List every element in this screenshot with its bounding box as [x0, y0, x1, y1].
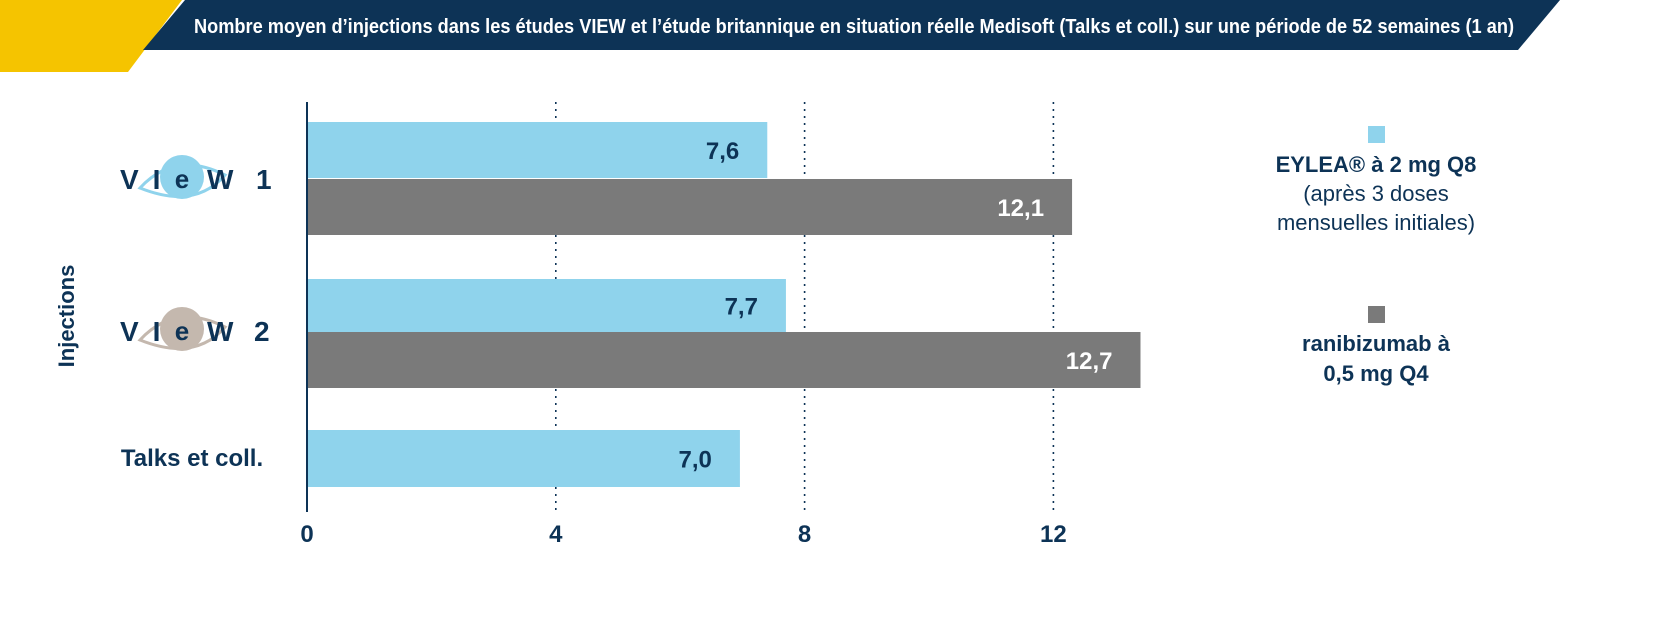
view1-letters-vi: VI	[120, 164, 174, 195]
chart-title: Nombre moyen d’injections dans les étude…	[194, 16, 1514, 38]
bar-s0-c0	[307, 122, 768, 178]
legend-eylea-title: EYLEA® à 2 mg Q8	[1276, 152, 1477, 177]
bar-label-s0-c1: 7,7	[725, 294, 758, 321]
legend-swatch-eylea	[1368, 126, 1385, 143]
view2-letters-vi: VI	[120, 316, 174, 347]
legend-eylea-sub-1: (après 3 doses	[1303, 181, 1449, 206]
bar-label-s0-c2: 7,0	[679, 447, 712, 474]
header-banner	[143, 0, 1560, 50]
view1-letter-w: W	[207, 164, 234, 195]
header-accent	[0, 0, 182, 72]
bar-label-s1-c1: 12,7	[1066, 348, 1113, 375]
category-view-2: VI e W 2	[120, 307, 270, 351]
view2-letter-w: W	[207, 316, 234, 347]
view2-number: 2	[254, 316, 270, 347]
bar-s0-c1	[307, 279, 786, 332]
legend-swatch-ranibizumab	[1368, 306, 1385, 323]
view1-number: 1	[256, 164, 272, 195]
bar-s1-c0	[307, 179, 1073, 235]
legend-ranibizumab-title-2: 0,5 mg Q4	[1323, 361, 1429, 386]
x-tick-label-12: 12	[1040, 521, 1067, 548]
bar-label-s1-c0: 12,1	[997, 195, 1044, 222]
category-talks-label: Talks et coll.	[121, 445, 263, 472]
y-axis-label: Injections	[54, 265, 79, 368]
x-tick-label-4: 4	[549, 521, 563, 548]
bar-label-s0-c0: 7,6	[706, 138, 739, 165]
view1-letter-e: e	[175, 164, 189, 194]
bar-s0-c2	[307, 430, 740, 487]
x-tick-label-0: 0	[300, 521, 313, 548]
legend-eylea-sub-2: mensuelles initiales)	[1277, 210, 1475, 235]
bar-s1-c1	[307, 332, 1141, 388]
legend: EYLEA® à 2 mg Q8 (après 3 doses mensuell…	[1276, 126, 1477, 386]
legend-ranibizumab-title-1: ranibizumab à	[1302, 331, 1451, 356]
category-view-1: VI e W 1	[120, 155, 272, 199]
x-tick-label-8: 8	[798, 521, 811, 548]
view2-eye-logo	[137, 307, 228, 351]
view2-letter-e: e	[175, 316, 189, 346]
view1-eye-logo	[137, 155, 228, 199]
